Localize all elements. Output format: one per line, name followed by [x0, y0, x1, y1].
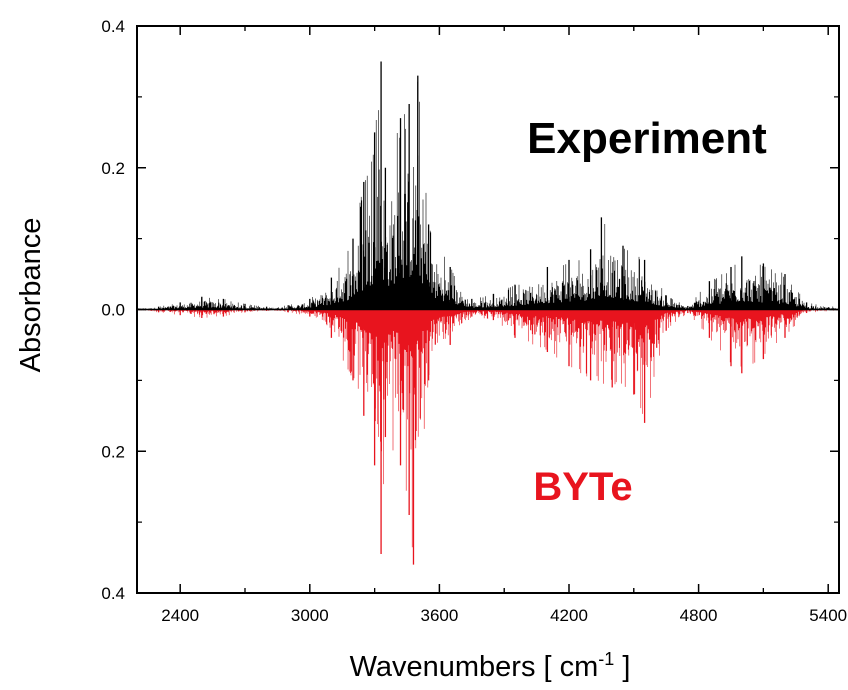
x-axis-title-superscript: -1 — [598, 649, 614, 669]
y-tick-label: 0.2 — [101, 159, 125, 178]
x-axis-ticks: 2400 3000 3600 4200 4800 5400 — [161, 26, 847, 625]
y-axis-ticks: 0.4 0.2 0.0 0.2 0.4 — [101, 17, 839, 603]
x-tick-label: 4800 — [680, 606, 718, 625]
y-tick-label: 0.0 — [101, 301, 125, 320]
series-experiment — [136, 61, 840, 310]
series-labels: Experiment BYTe — [527, 114, 767, 509]
spectrum-lines — [137, 309, 838, 548]
series-byte — [136, 309, 840, 565]
x-tick-label: 4200 — [550, 606, 588, 625]
y-axis-title: Absorbance — [15, 218, 47, 373]
x-tick-label: 2400 — [161, 606, 199, 625]
y-tick-label: 0.4 — [101, 17, 125, 36]
x-axis-title-main: Wavenumbers [ cm — [350, 651, 599, 683]
x-axis-title-suffix: ] — [614, 651, 630, 683]
series-label-experiment: Experiment — [527, 114, 767, 163]
y-tick-label: 0.4 — [101, 584, 125, 603]
x-tick-label: 5400 — [809, 606, 847, 625]
x-axis-title: Wavenumbers [ cm-1 ] — [350, 649, 631, 683]
y-tick-label: 0.2 — [101, 442, 125, 461]
series-label-byte: BYTe — [533, 465, 632, 509]
x-tick-label: 3000 — [291, 606, 329, 625]
x-tick-label: 3600 — [420, 606, 458, 625]
series-layer — [136, 61, 840, 565]
